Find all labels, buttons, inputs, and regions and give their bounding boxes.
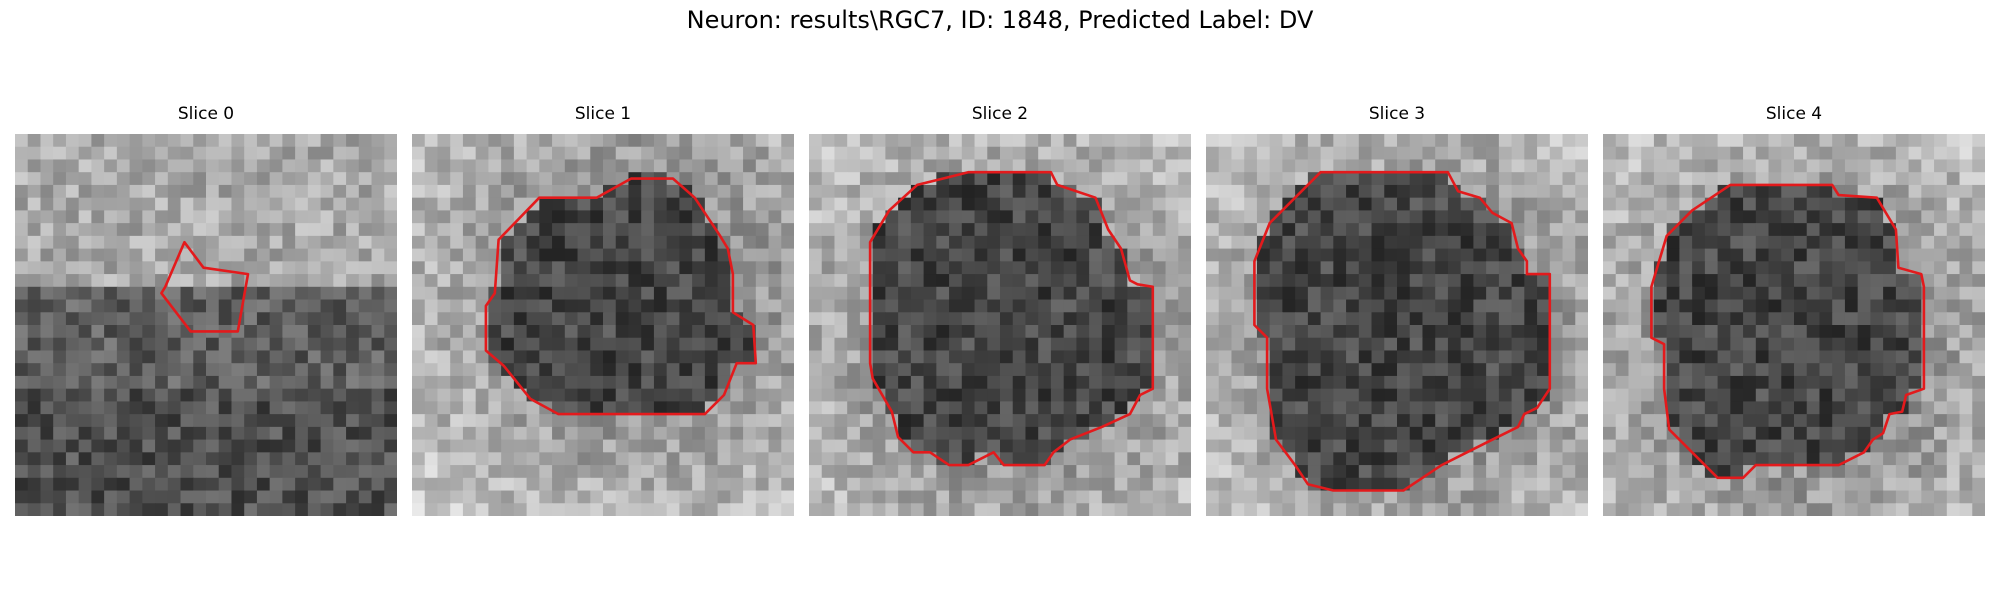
slice-title: Slice 3 (1368, 104, 1426, 124)
slice-title: Slice 4 (1765, 104, 1823, 124)
slice-svg (1206, 134, 1588, 516)
cell-outline (484, 177, 758, 416)
slice-title: Slice 0 (177, 104, 235, 124)
cell-outline (868, 170, 1155, 467)
slice-title: Slice 2 (971, 104, 1029, 124)
cell-outline (160, 240, 250, 333)
figure-title: Neuron: results\RGC7, ID: 1848, Predicte… (686, 6, 1314, 34)
slice-svg (809, 134, 1191, 516)
slice-image (809, 134, 1191, 516)
cell-outline (1253, 170, 1552, 492)
cell-outline (1650, 183, 1926, 480)
slice-image (412, 134, 794, 516)
slice-svg (15, 134, 397, 516)
slice-svg (1603, 134, 1985, 516)
slice-image (15, 134, 397, 516)
slice-image (1206, 134, 1588, 516)
slice-title: Slice 1 (574, 104, 632, 124)
slice-image (1603, 134, 1985, 516)
slice-svg (412, 134, 794, 516)
